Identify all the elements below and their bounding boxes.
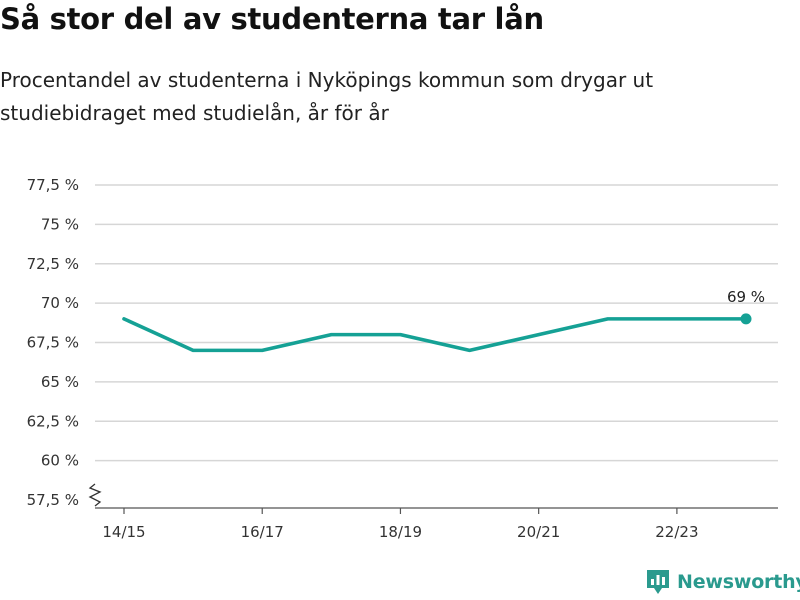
y-tick-label: 75 % <box>41 215 79 233</box>
chart-subtitle: Procentandel av studenterna i Nyköpings … <box>0 68 654 125</box>
y-axis: 57,5 % 60 % 62,5 % 65 % 67,5 % 70 % 72,5 % 75 %… <box>27 176 102 509</box>
y-axis-break-icon <box>88 483 102 507</box>
y-tick-label: 65 % <box>41 373 79 391</box>
y-tick-label: 70 % <box>41 294 79 312</box>
y-tick-label: 62,5 % <box>27 412 79 430</box>
x-tick-label: 20/21 <box>517 523 560 541</box>
x-tick-label: 22/23 <box>655 523 698 541</box>
data-point-marker <box>740 313 752 325</box>
x-axis: 14/15 16/17 18/19 20/21 22/23 <box>95 507 778 541</box>
y-tick-label: 72,5 % <box>27 255 79 273</box>
x-tick-label: 18/19 <box>379 523 422 541</box>
brand-name: Newsworthy <box>677 571 800 593</box>
series <box>122 317 748 353</box>
x-tick-label: 14/15 <box>102 523 145 541</box>
series-line <box>122 317 748 353</box>
data-label: 69 % <box>727 288 765 306</box>
gridlines <box>95 184 778 462</box>
y-tick-label: 60 % <box>41 452 79 470</box>
x-tick-label: 16/17 <box>241 523 284 541</box>
y-tick-label: 67,5 % <box>27 334 79 352</box>
brand: Newsworthy <box>645 568 800 596</box>
y-tick-label: 77,5 % <box>27 176 79 194</box>
newsworthy-logo-icon <box>647 570 669 594</box>
y-tick-label: 57,5 % <box>27 491 79 509</box>
annotations: 69 % <box>727 288 765 325</box>
chart-title: Så stor del av studenterna tar lån <box>0 2 544 36</box>
